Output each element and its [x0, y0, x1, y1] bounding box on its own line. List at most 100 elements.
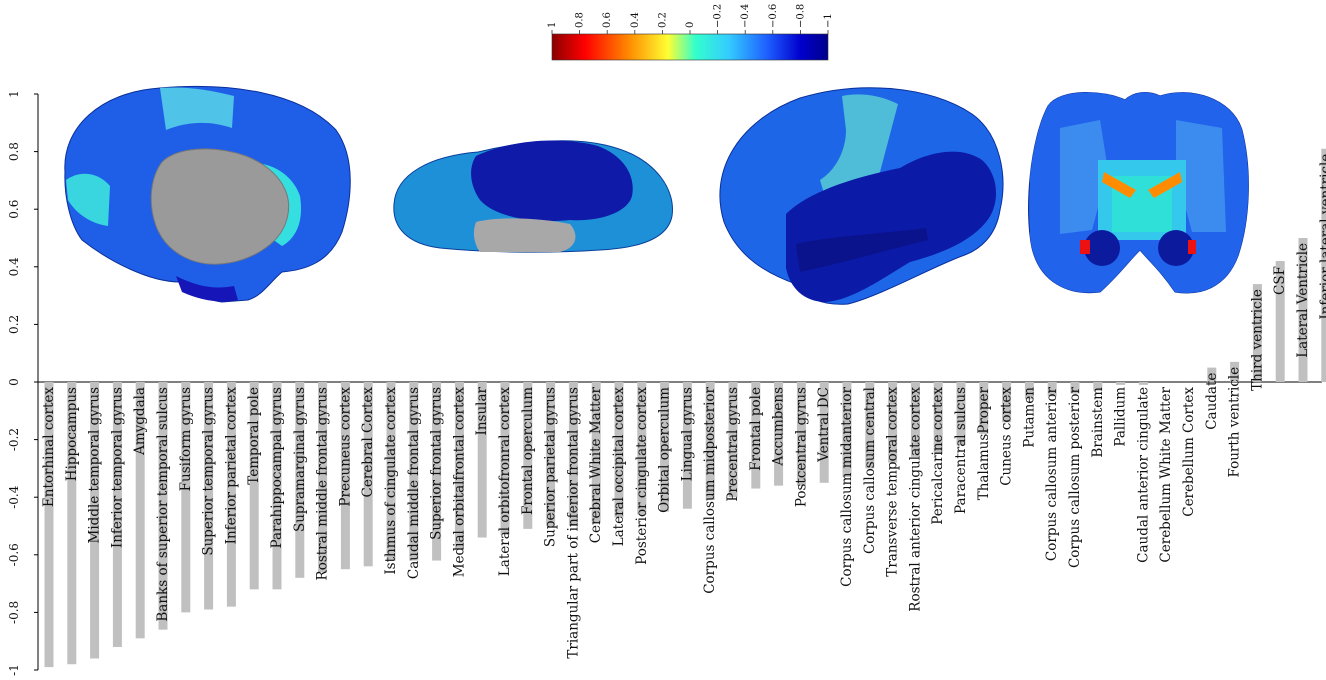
category-label: Superior frontal gyrus [429, 387, 445, 540]
bar [409, 382, 419, 561]
category-label: Fusiform gyrus [178, 387, 194, 491]
category-label: Third ventricle [1249, 289, 1265, 391]
bar [751, 382, 761, 489]
bar [90, 382, 100, 659]
category-label: Corpus callosum anterior [1044, 386, 1060, 561]
colorbar-tick-label: 0.2 [657, 12, 668, 28]
category-label: Transverse temporal cortex [885, 387, 901, 577]
colorbar-tick-label: −0.4 [740, 4, 751, 28]
category-label: Frontal pole [748, 387, 764, 471]
bar [1116, 382, 1126, 385]
bar [910, 382, 920, 457]
category-label: Precuneus cortex [337, 387, 353, 507]
category-label: Corpus callosum midanterior [839, 386, 855, 586]
y-tick-label: 0.2 [7, 315, 21, 334]
category-label: Lateral occipital cortex [611, 387, 627, 547]
bar [682, 382, 692, 509]
category-label: Hippocampus [64, 387, 80, 481]
bar [705, 382, 715, 501]
category-label: Isthmus of cingulate cortex [383, 387, 399, 575]
bar [933, 382, 943, 454]
category-label: ThalamusProper [976, 386, 992, 500]
y-tick-label: -0.6 [7, 543, 21, 566]
bar [272, 382, 282, 590]
category-label: Entorhinal cortex [41, 387, 57, 507]
bar [44, 382, 54, 668]
category-label: Brainstem [1090, 387, 1106, 458]
category-label: Lateral orbitofronral cortex [497, 387, 513, 577]
bar [546, 382, 556, 526]
bar [865, 382, 875, 469]
bar [888, 382, 898, 463]
bar [1070, 382, 1080, 394]
bar [67, 382, 77, 665]
category-label: Caudal anterior cingulate [1135, 387, 1151, 563]
category-label: Rostral middle frontal gyrus [315, 387, 331, 581]
y-tick-label: 0.4 [7, 257, 21, 276]
colorbar-tick-label: 0.8 [575, 12, 586, 28]
bar [1138, 382, 1148, 385]
bars [44, 148, 1326, 668]
category-label: Corpus callosum posterior [1067, 386, 1083, 568]
category-label: Superior temporal gyrus [201, 387, 217, 556]
bar [1047, 382, 1057, 397]
colorbar-tick-label: 1 [547, 22, 558, 28]
colorbar-tick-label: 0 [685, 22, 696, 28]
bar [660, 382, 670, 512]
bar [226, 382, 236, 607]
y-tick-label: -0.4 [7, 485, 21, 509]
category-label: Triangular part of inferior frontal gyru… [565, 387, 581, 659]
category-label: Pallidum [1113, 387, 1129, 447]
bar [1275, 261, 1285, 382]
bar [249, 382, 259, 590]
bar [956, 382, 966, 446]
bar [112, 382, 122, 647]
colorbar-tick-label: −0.6 [768, 4, 779, 28]
bar [477, 382, 487, 538]
category-label: Accumbens [771, 387, 787, 467]
colorbar-tick-label: −0.2 [713, 4, 724, 28]
category-label: Inferior lateral ventricle [1318, 154, 1326, 320]
bar [796, 382, 806, 486]
y-tick-label: 0.6 [7, 200, 21, 219]
category-label: Medial orbitalfrontal cortex [451, 387, 467, 578]
bar [386, 382, 396, 561]
coronal-slice-view [1028, 92, 1249, 294]
category-label: Banks of superior temporal sulcus [155, 387, 171, 622]
category-label: Pericalcarine cortex [930, 387, 946, 525]
bar [842, 382, 852, 478]
category-label: Inferior temporal gyrus [109, 387, 125, 548]
colorbar-gradient [551, 33, 829, 61]
category-label: Cerebral Cortex [360, 387, 376, 498]
inferior-cortex-view [393, 140, 673, 253]
bar [181, 382, 191, 613]
category-label: Cerebellum Cortex [1181, 387, 1197, 517]
lateral-cortex-view [719, 87, 1004, 305]
category-label: Orbital operculum [657, 387, 673, 513]
bar [204, 382, 214, 610]
y-tick-label: -1 [7, 664, 21, 676]
category-label: Cerebellum White Matter [1158, 386, 1174, 562]
bar [774, 382, 784, 486]
category-label: Caudal middle frontal gyrus [406, 387, 422, 579]
category-label: Cuneus cortex [999, 387, 1015, 486]
bar [500, 382, 510, 535]
category-labels: Entorhinal cortex Hippocampus Middle tempo… [41, 154, 1326, 659]
bar [454, 382, 464, 550]
bar [1298, 238, 1308, 382]
colorbar-tick-label: −1 [823, 13, 834, 28]
bar [637, 382, 647, 515]
medial-cortex-view [64, 85, 351, 303]
bar [1321, 148, 1326, 382]
bar [1002, 382, 1012, 423]
category-label: Corpus callosum central [862, 387, 878, 554]
category-label: Temporal pole [246, 387, 262, 485]
category-label: Ventral DC [816, 387, 832, 463]
category-label: Postcentral gyrus [793, 387, 809, 507]
category-label: Supramarginal gyrus [292, 387, 308, 532]
bar [591, 382, 601, 524]
bar [318, 382, 328, 573]
y-tick-label: 0.8 [7, 142, 21, 161]
bar [135, 382, 145, 639]
